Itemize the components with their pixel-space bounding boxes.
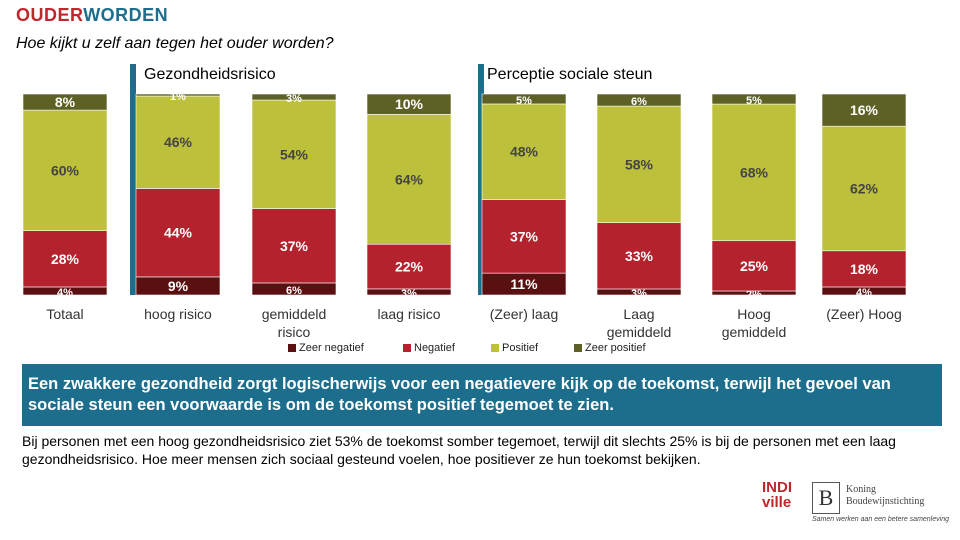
bar-zeer-positief-gemiddeld-risico [251,93,337,101]
data-label-negatief-zeer-laag: 37% [510,228,539,244]
group-title-social: Perceptie sociale steun [487,66,653,83]
legend-swatch [491,344,499,352]
data-label-positief-zeer-hoog: 62% [850,180,879,196]
group-title-health: Gezondheidsrisico [144,66,276,83]
indiville-logo-line2: ville [762,494,792,511]
bar-positief-totaal [22,109,108,231]
legend-label: Negatief [414,342,455,354]
bar-negatief-hoog-gemiddeld [711,240,797,292]
bar-zeer-positief-laag-risico [366,93,452,115]
data-label-positief-totaal: 60% [51,162,80,178]
brand-title-part2: WORDEN [83,5,169,25]
bar-zeer-positief-zeer-laag [481,93,567,105]
data-label-zeer-negatief-zeer-hoog: 4% [856,287,872,299]
legend-item-zeer-positief: Zeer positief [574,342,646,354]
legend-item-positief: Positief [491,342,538,354]
bar-zeer-positief-totaal [22,93,108,111]
data-label-negatief-gemiddeld-risico: 37% [280,238,309,254]
legend-item-zeer-negatief: Zeer negatief [288,342,364,354]
data-label-zeer-negatief-zeer-laag: 11% [510,276,538,292]
data-label-zeer-positief-hoog-gemiddeld: 5% [746,95,762,107]
bar-zeer-positief-hoog-gemiddeld [711,93,797,105]
category-label-laag-gemiddeld: gemiddeld [607,324,672,340]
data-label-positief-laag-gemiddeld: 58% [625,156,654,172]
kbs-logo-line2: Boudewijnstichting [846,496,925,507]
legend-label: Zeer negatief [299,342,364,354]
kbs-logo-line1: Koning [846,484,876,495]
brand-title: OUDERWORDEN [16,5,168,26]
legend-label: Zeer positief [585,342,646,354]
category-label-hoog-gemiddeld: gemiddeld [722,324,787,340]
bar-positief-laag-risico [366,114,452,245]
bar-zeer-positief-zeer-hoog [821,93,907,127]
group-separator-health [130,64,136,295]
bar-zeer-positief-hoog-risico [135,93,221,97]
indiville-logo-line1: INDI [762,479,792,496]
bar-negatief-gemiddeld-risico [251,208,337,284]
category-label-zeer-hoog: (Zeer) Hoog [826,306,901,322]
data-label-negatief-zeer-hoog: 18% [850,261,879,277]
category-label-zeer-laag: (Zeer) laag [490,306,558,322]
bar-positief-laag-gemiddeld [596,105,682,223]
bar-negatief-totaal [22,230,108,288]
data-label-zeer-positief-zeer-laag: 5% [516,95,532,107]
indiville-logo: INDI ville [762,480,806,526]
data-label-negatief-hoog-gemiddeld: 25% [740,258,769,274]
data-label-positief-gemiddeld-risico: 54% [280,146,309,162]
category-label-laag-risico: laag risico [377,306,440,322]
legend-item-negatief: Negatief [403,342,455,354]
data-label-positief-laag-risico: 64% [395,171,424,187]
brand-title-part1: OUDER [16,5,84,25]
bar-negatief-zeer-laag [481,199,567,274]
legend-swatch [288,344,296,352]
data-label-zeer-negatief-laag-risico: 3% [401,288,417,300]
data-label-negatief-laag-gemiddeld: 33% [625,248,654,264]
bar-positief-gemiddeld-risico [251,99,337,209]
category-label-totaal: Totaal [46,306,83,322]
legend-swatch [574,344,582,352]
data-label-zeer-negatief-hoog-risico: 9% [168,278,189,294]
kbs-logo-tagline: Samen werken aan een betere samenleving [812,516,949,523]
bar-positief-zeer-hoog [821,125,907,252]
data-label-zeer-negatief-gemiddeld-risico: 6% [286,285,302,297]
data-label-zeer-positief-totaal: 8% [55,94,76,110]
kbs-logo-mark: B [812,482,840,514]
data-label-zeer-positief-gemiddeld-risico: 3% [286,93,302,105]
kbs-logo: B Koning Boudewijnstichting Samen werken… [812,480,949,528]
bar-negatief-laag-risico [366,243,452,290]
category-label-laag-gemiddeld: Laag [623,306,654,322]
data-label-zeer-positief-zeer-hoog: 16% [850,102,879,118]
conclusion-banner: Een zwakkere gezondheid zorgt logischerw… [22,364,942,426]
bar-negatief-zeer-hoog [821,250,907,288]
legend-label: Positief [502,342,539,354]
data-label-zeer-positief-hoog-risico: 1% [170,91,186,103]
data-label-positief-hoog-risico: 46% [164,134,193,150]
bar-negatief-laag-gemiddeld [596,222,682,290]
category-label-gemiddeld-risico: risico [278,324,311,340]
bar-positief-zeer-laag [481,103,567,200]
data-label-zeer-positief-laag-risico: 10% [395,96,424,112]
data-label-positief-hoog-gemiddeld: 68% [740,164,769,180]
category-label-hoog-risico: hoog risico [144,306,212,322]
chart-legend: Zeer negatief Negatief Positief Zeer pos… [0,342,960,358]
bar-positief-hoog-risico [135,95,221,189]
bar-zeer-positief-laag-gemiddeld [596,93,682,107]
data-label-zeer-negatief-totaal: 4% [57,287,73,299]
data-label-negatief-totaal: 28% [51,251,80,267]
data-label-zeer-positief-laag-gemiddeld: 6% [631,96,647,108]
data-label-negatief-hoog-risico: 44% [164,225,193,241]
data-label-positief-zeer-laag: 48% [510,144,539,160]
data-label-negatief-laag-risico: 22% [395,259,424,275]
category-label-gemiddeld-risico: gemiddeld [262,306,327,322]
body-text: Bij personen met een hoog gezondheidsris… [22,433,896,467]
stacked-bar-chart: 4% 28% 60% 8% Totaal 9% 44% 46% 1% hoog risico 6% 3… [22,64,907,340]
group-separator-social [478,64,484,295]
chart-subtitle: Hoe kijkt u zelf aan tegen het ouder wor… [16,35,334,52]
legend-swatch [403,344,411,352]
data-label-zeer-negatief-laag-gemiddeld: 3% [631,288,647,300]
category-label-hoog-gemiddeld: Hoog [737,306,770,322]
data-label-zeer-negatief-hoog-gemiddeld: 2% [746,289,762,301]
bar-positief-hoog-gemiddeld [711,103,797,242]
